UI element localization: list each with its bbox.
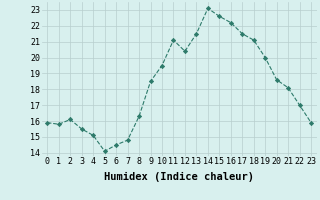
X-axis label: Humidex (Indice chaleur): Humidex (Indice chaleur) [104, 172, 254, 182]
